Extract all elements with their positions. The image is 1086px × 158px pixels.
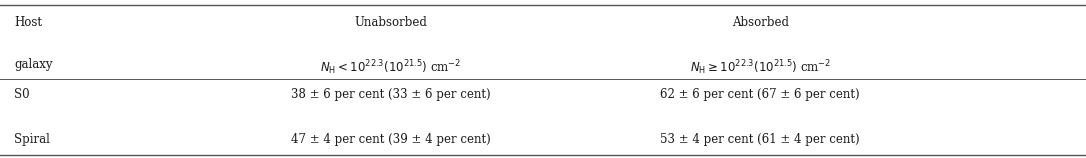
Text: Spiral: Spiral	[14, 133, 50, 146]
Text: 47 ± 4 per cent (39 ± 4 per cent): 47 ± 4 per cent (39 ± 4 per cent)	[291, 133, 491, 146]
Text: 62 ± 6 per cent (67 ± 6 per cent): 62 ± 6 per cent (67 ± 6 per cent)	[660, 88, 860, 101]
Text: Unabsorbed: Unabsorbed	[354, 16, 428, 29]
Text: $N_{\rm H} < 10^{22.3}(10^{21.5})$ cm$^{-2}$: $N_{\rm H} < 10^{22.3}(10^{21.5})$ cm$^{…	[320, 58, 462, 77]
Text: $N_{\rm H} \geq 10^{22.3}(10^{21.5})$ cm$^{-2}$: $N_{\rm H} \geq 10^{22.3}(10^{21.5})$ cm…	[690, 58, 831, 77]
Text: Host: Host	[14, 16, 42, 29]
Text: S0: S0	[14, 88, 29, 101]
Text: 38 ± 6 per cent (33 ± 6 per cent): 38 ± 6 per cent (33 ± 6 per cent)	[291, 88, 491, 101]
Text: Absorbed: Absorbed	[732, 16, 788, 29]
Text: 53 ± 4 per cent (61 ± 4 per cent): 53 ± 4 per cent (61 ± 4 per cent)	[660, 133, 860, 146]
Text: galaxy: galaxy	[14, 58, 52, 71]
